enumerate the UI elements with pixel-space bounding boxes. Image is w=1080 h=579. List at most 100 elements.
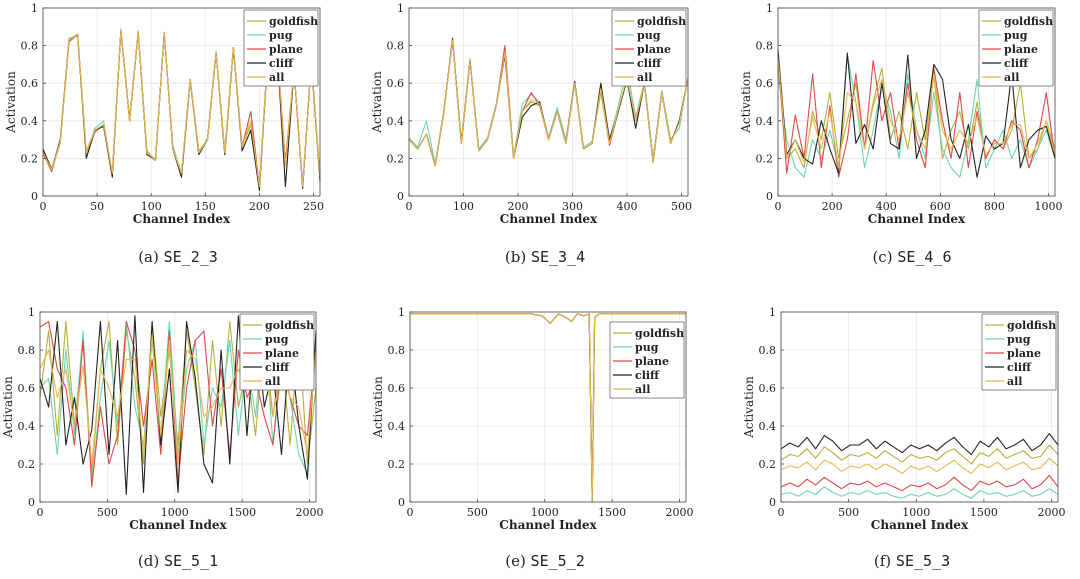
y-axis-label: Activation xyxy=(1,376,15,439)
x-tick-label: 200 xyxy=(249,200,270,213)
series-line-cliff xyxy=(780,433,1059,456)
y-tick-label: 0.6 xyxy=(388,382,406,395)
x-tick-label: 0 xyxy=(406,200,413,213)
legend-box xyxy=(239,313,315,391)
x-axis-label: Channel Index xyxy=(129,518,227,532)
x-tick-label: 2000 xyxy=(1038,506,1066,519)
series-line-all xyxy=(410,313,686,503)
x-tick-label: 500 xyxy=(671,200,692,213)
y-tick-label: 0.6 xyxy=(21,77,39,90)
x-tick-label: 1500 xyxy=(228,506,256,519)
y-tick-label: 0.4 xyxy=(756,115,774,128)
legend-label-all: all xyxy=(269,71,285,84)
x-tick-label: 500 xyxy=(97,506,118,519)
panel-caption-name: SE_5_3 xyxy=(896,552,950,570)
legend-label-cliff: cliff xyxy=(1004,57,1029,70)
x-tick-label: 1500 xyxy=(598,506,626,519)
y-tick-label: 0 xyxy=(769,496,776,509)
series-line-pug xyxy=(780,486,1059,499)
chart-panel-6: 0 500 1000 1500 2000 0 0.2 0.4 0.6 0.8 1 Channel In… xyxy=(742,306,1066,532)
x-tick-label: 0 xyxy=(40,200,47,213)
axes-frame xyxy=(39,311,317,503)
y-tick-label: 0.4 xyxy=(388,420,406,433)
x-axis-label: Channel Index xyxy=(871,518,969,532)
x-tick-label: 500 xyxy=(838,506,859,519)
x-tick-label: 2000 xyxy=(296,506,324,519)
legend-label-all: all xyxy=(635,383,651,396)
legend-label-pug: pug xyxy=(265,333,289,346)
x-tick-label: 0 xyxy=(775,200,782,213)
y-tick-label: 0.2 xyxy=(759,458,777,471)
legend-label-goldfish: goldfish xyxy=(635,327,684,340)
x-tick-label: 0 xyxy=(37,506,44,519)
y-tick-label: 0 xyxy=(398,496,405,509)
panel-caption-label: (c) xyxy=(872,248,892,266)
series-line-plane xyxy=(780,474,1059,492)
y-tick-label: 0.8 xyxy=(21,40,39,53)
y-tick-label: 0 xyxy=(28,496,35,509)
legend-label-plane: plane xyxy=(635,355,669,368)
x-tick-label: 100 xyxy=(141,200,162,213)
x-tick-label: 0 xyxy=(778,506,785,519)
x-tick-label: 150 xyxy=(195,200,216,213)
x-tick-label: 800 xyxy=(984,200,1005,213)
legend-label-all: all xyxy=(265,375,281,388)
x-tick-label: 1500 xyxy=(970,506,998,519)
y-tick-label: 0.6 xyxy=(18,382,36,395)
legend-box xyxy=(243,9,319,87)
y-tick-label: 0.6 xyxy=(387,77,405,90)
legend-label-plane: plane xyxy=(637,43,671,56)
x-tick-label: 250 xyxy=(303,200,324,213)
legend-label-goldfish: goldfish xyxy=(269,15,318,28)
chart-panel-1: 0 50 100 150 200 250 0 0.2 0.4 0.6 0.8 1 Channel Ind… xyxy=(4,2,324,226)
y-tick-label: 1 xyxy=(397,2,404,15)
panel-caption-name: SE_3_4 xyxy=(531,248,585,266)
panel-caption-label: (d) xyxy=(138,552,159,570)
y-tick-label: 0.8 xyxy=(756,40,774,53)
legend-label-cliff: cliff xyxy=(1007,361,1032,374)
y-tick-label: 1 xyxy=(398,306,405,319)
y-tick-label: 0.4 xyxy=(21,115,39,128)
y-tick-label: 0.6 xyxy=(756,77,774,90)
y-tick-label: 1 xyxy=(766,2,773,15)
panel-caption-label: (b) xyxy=(505,248,526,266)
x-axis-label: Channel Index xyxy=(500,212,598,226)
legend-label-pug: pug xyxy=(637,29,661,42)
y-tick-label: 0.4 xyxy=(387,115,405,128)
series-line-goldfish xyxy=(777,64,1056,169)
legend-label-goldfish: goldfish xyxy=(1004,15,1053,28)
chart-panel-5: 0 500 1000 1500 2000 0 0.2 0.4 0.6 0.8 1 Channel In… xyxy=(371,306,694,532)
axes-frame xyxy=(42,7,321,197)
chart-panel-3: 0 200 400 600 800 1000 0 0.2 0.4 0.6 0.8 1 Channel I… xyxy=(739,2,1063,226)
y-axis-label: Activation xyxy=(371,376,385,439)
y-tick-label: 0 xyxy=(766,190,773,203)
legend-label-cliff: cliff xyxy=(635,369,660,382)
series-line-goldfish xyxy=(780,444,1059,465)
legend-label-pug: pug xyxy=(269,29,293,42)
x-axis-label: Channel Index xyxy=(133,212,231,226)
y-axis-label: Activation xyxy=(739,71,753,134)
x-axis-label: Channel Index xyxy=(499,518,597,532)
legend-label-goldfish: goldfish xyxy=(637,15,686,28)
x-tick-label: 1000 xyxy=(902,506,930,519)
y-tick-label: 0.8 xyxy=(759,344,777,357)
x-tick-label: 2000 xyxy=(666,506,694,519)
y-tick-label: 0.4 xyxy=(759,420,777,433)
y-tick-label: 0.2 xyxy=(756,152,774,165)
panel-caption: (e) SE_5_2 xyxy=(505,552,585,570)
legend-label-plane: plane xyxy=(1004,43,1038,56)
legend-label-plane: plane xyxy=(265,347,299,360)
series-line-all xyxy=(39,334,317,465)
panel-caption-label: (a) xyxy=(138,248,159,266)
y-tick-label: 0.4 xyxy=(18,420,36,433)
legend-label-goldfish: goldfish xyxy=(1007,319,1056,332)
x-tick-label: 300 xyxy=(562,200,583,213)
y-axis-label: Activation xyxy=(742,376,756,439)
panel-caption-name: SE_5_2 xyxy=(531,552,585,570)
panel-caption: (f) SE_5_3 xyxy=(874,552,950,570)
legend-label-pug: pug xyxy=(1004,29,1028,42)
